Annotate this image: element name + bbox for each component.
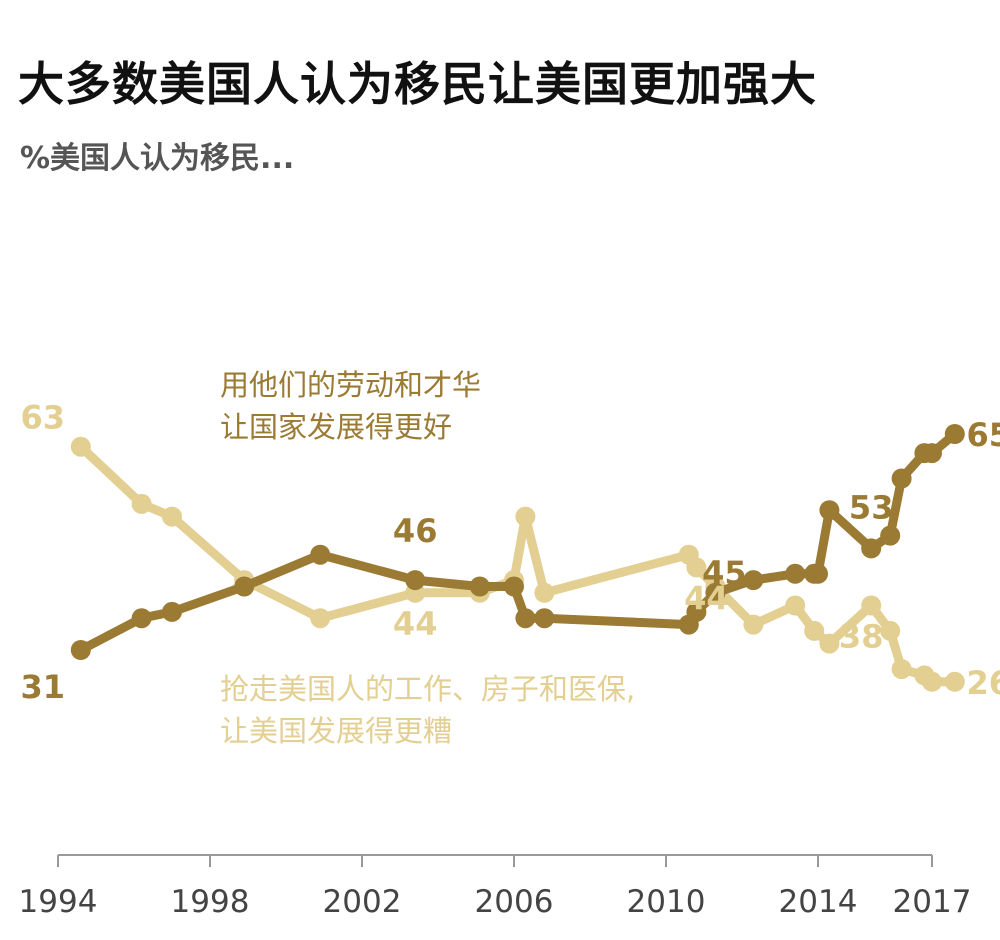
series-0-point-22: [922, 443, 942, 464]
series-0-point-2: [162, 601, 182, 622]
series-1-point-16: [819, 633, 840, 654]
x-axis: 1994 1998 2002 2006 2010 2014 2017: [19, 854, 972, 920]
series-1-point-8: [515, 506, 536, 527]
series-1-point-11: [686, 557, 707, 578]
series-0-point-6: [469, 576, 490, 597]
annotation-strengthen-line-1: 用他们的劳动和才华: [220, 368, 482, 402]
series-strengthen: [70, 424, 965, 660]
series-0-point-5: [405, 570, 426, 591]
x-tick-label-2014: 2014: [779, 884, 858, 920]
chart-subtitle: %美国人认为移民...: [20, 141, 295, 176]
series-0-point-4: [310, 544, 331, 565]
series-1-point-19: [891, 659, 912, 680]
series-0-point-18: [861, 538, 882, 559]
x-tick-label-1994: 1994: [19, 884, 98, 920]
series-1-point-13: [743, 614, 764, 635]
series-0-point-7: [504, 576, 524, 597]
series-1-point-0: [70, 436, 91, 457]
data-label-0-1: 46: [393, 512, 438, 550]
x-tick-label-2010: 2010: [627, 884, 706, 920]
annotation-burden: 抢走美国人的工作、房子和医保, 让美国发展得更糟: [220, 668, 635, 752]
series-0-point-16: [808, 563, 828, 584]
series-0-point-0: [70, 640, 91, 660]
data-label-0-3: 53: [849, 488, 894, 526]
data-label-0-0: 31: [21, 668, 66, 706]
series-1-point-14: [785, 595, 806, 616]
series-1-point-15: [804, 620, 825, 641]
x-tick-label-2006: 2006: [475, 884, 554, 920]
x-tick-label-2002: 2002: [323, 884, 402, 920]
series-0-point-9: [534, 608, 555, 629]
series-0-point-11: [686, 601, 707, 622]
series-0-point-13: [743, 570, 764, 591]
data-labels: 31 46 45 53 65 63 44 44 38 26: [21, 399, 1000, 706]
annotation-burden-line-2: 让美国发展得更糟: [220, 714, 453, 748]
series-1-point-17: [861, 595, 882, 616]
series-1-point-18: [880, 620, 901, 641]
series-1-point-1: [131, 493, 152, 514]
series-0-point-8: [515, 608, 536, 629]
data-label-1-0: 63: [21, 399, 66, 437]
series-0-point-12: [705, 582, 726, 603]
annotation-burden-line-1: 抢走美国人的工作、房子和医保,: [220, 672, 636, 706]
series-0-point-20: [891, 468, 912, 489]
x-tick-label-1998: 1998: [171, 884, 250, 920]
chart-title: 大多数美国人认为移民让美国更加强大: [18, 57, 817, 111]
data-label-1-3: 38: [839, 618, 884, 656]
data-label-0-2: 45: [702, 554, 747, 592]
series-0-point-19: [880, 525, 901, 546]
series-1-point-22: [944, 671, 965, 692]
annotation-strengthen: 用他们的劳动和才华 让国家发展得更好: [220, 364, 481, 448]
series-1-point-21: [922, 671, 942, 692]
series-0-point-23: [944, 424, 965, 444]
series-0-point-14: [785, 563, 806, 584]
data-label-1-4: 26: [967, 664, 1000, 702]
data-label-1-2: 44: [684, 579, 729, 617]
series-1-point-9: [534, 582, 555, 603]
series-1-point-2: [162, 506, 182, 527]
annotation-strengthen-line-2: 让国家发展得更好: [220, 410, 453, 444]
series-burden: [70, 436, 965, 692]
data-label-0-4: 65: [967, 416, 1000, 454]
data-label-1-1: 44: [393, 605, 438, 643]
series-0-point-3: [234, 576, 255, 597]
series-0-point-17: [819, 500, 840, 521]
x-tick-label-2017: 2017: [893, 884, 972, 920]
series-0-point-1: [131, 608, 152, 629]
series-1-point-4: [310, 608, 331, 629]
